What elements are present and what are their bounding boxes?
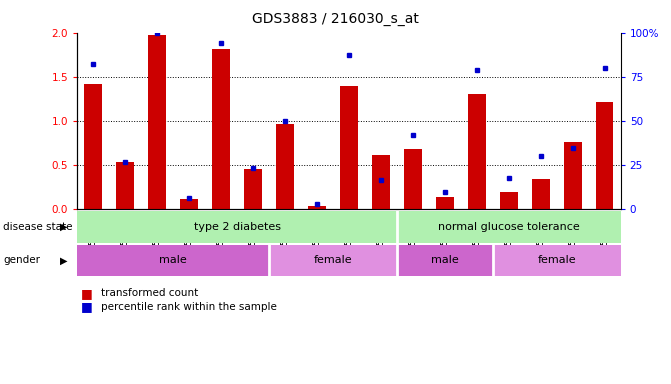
Bar bbox=[308, 206, 325, 209]
Text: gender: gender bbox=[3, 255, 40, 265]
Bar bbox=[532, 179, 550, 209]
Bar bbox=[276, 124, 294, 209]
Bar bbox=[77, 245, 269, 276]
Bar bbox=[244, 169, 262, 209]
Bar bbox=[372, 156, 390, 209]
Bar bbox=[180, 199, 198, 209]
Bar bbox=[77, 211, 397, 243]
Text: normal glucose tolerance: normal glucose tolerance bbox=[438, 222, 580, 232]
Bar bbox=[500, 192, 517, 209]
Text: ▶: ▶ bbox=[60, 255, 67, 265]
Text: GDS3883 / 216030_s_at: GDS3883 / 216030_s_at bbox=[252, 12, 419, 25]
Bar bbox=[85, 84, 102, 209]
Bar bbox=[397, 211, 621, 243]
Bar bbox=[269, 245, 397, 276]
Text: ■: ■ bbox=[81, 300, 93, 313]
Text: disease state: disease state bbox=[3, 222, 73, 232]
Text: ▶: ▶ bbox=[60, 222, 67, 232]
Bar bbox=[596, 101, 613, 209]
Bar bbox=[212, 50, 230, 209]
Text: male: male bbox=[159, 255, 187, 265]
Text: ■: ■ bbox=[81, 287, 93, 300]
Text: type 2 diabetes: type 2 diabetes bbox=[193, 222, 280, 232]
Text: transformed count: transformed count bbox=[101, 288, 198, 298]
Bar bbox=[468, 94, 486, 209]
Text: female: female bbox=[313, 255, 352, 265]
Bar bbox=[436, 197, 454, 209]
Bar bbox=[404, 149, 421, 209]
Text: female: female bbox=[537, 255, 576, 265]
Bar bbox=[397, 245, 493, 276]
Bar bbox=[148, 35, 166, 209]
Bar bbox=[340, 86, 358, 209]
Bar bbox=[116, 162, 134, 209]
Text: percentile rank within the sample: percentile rank within the sample bbox=[101, 302, 276, 312]
Text: male: male bbox=[431, 255, 459, 265]
Bar bbox=[493, 245, 621, 276]
Bar bbox=[564, 142, 582, 209]
